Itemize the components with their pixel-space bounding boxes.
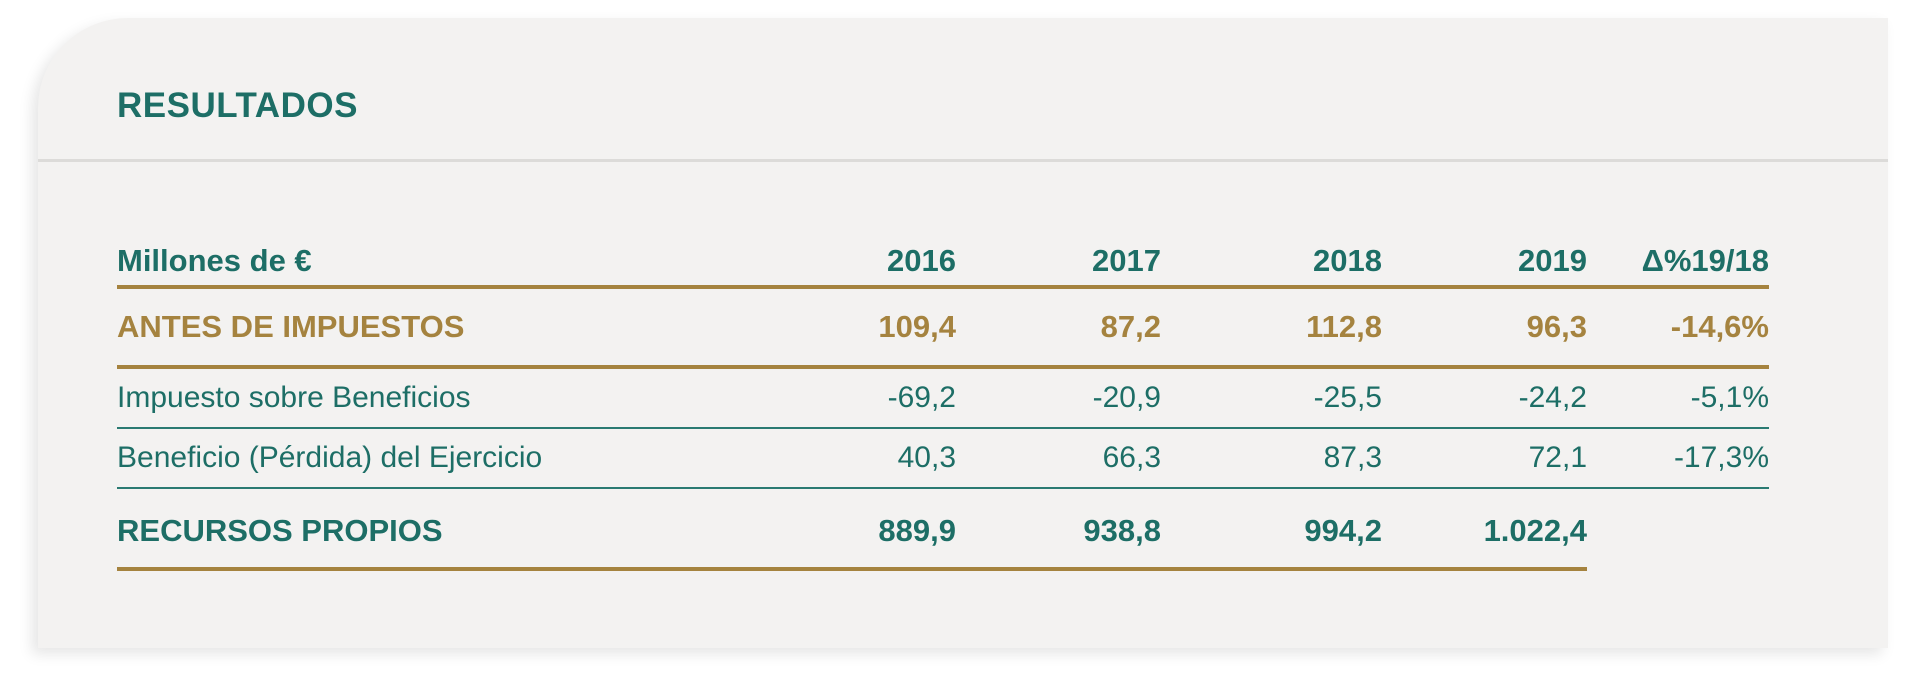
results-table: Millones de € 2016 2017 2018 2019 Δ%19/1… bbox=[117, 223, 1769, 571]
column-header-2019: 2019 bbox=[1382, 223, 1587, 289]
column-header-change: Δ%19/18 bbox=[1587, 223, 1769, 289]
cell-2018: 112,8 bbox=[1161, 287, 1382, 369]
cell-2018: -25,5 bbox=[1161, 367, 1382, 429]
cell-2016: 40,3 bbox=[747, 428, 956, 489]
cell-change: -5,1% bbox=[1587, 367, 1769, 429]
section-title: RESULTADOS bbox=[117, 86, 358, 125]
table-row-impuesto: Impuesto sobre Beneficios -69,2 -20,9 -2… bbox=[117, 367, 1769, 429]
cell-2019: 96,3 bbox=[1382, 287, 1587, 369]
cell-change: -14,6% bbox=[1587, 287, 1769, 369]
row-label: Impuesto sobre Beneficios bbox=[117, 367, 747, 429]
cell-2019: 1.022,4 bbox=[1382, 488, 1587, 571]
results-card: RESULTADOS Millones de € 2016 2017 2018 … bbox=[38, 18, 1888, 648]
column-header-2018: 2018 bbox=[1161, 223, 1382, 289]
cell-change: -17,3% bbox=[1587, 428, 1769, 489]
row-label: Beneficio (Pérdida) del Ejercicio bbox=[117, 428, 747, 489]
column-header-units: Millones de € bbox=[117, 223, 747, 289]
cell-2019: 72,1 bbox=[1382, 428, 1587, 489]
title-divider bbox=[38, 159, 1888, 162]
column-header-2016: 2016 bbox=[747, 223, 956, 289]
cell-change bbox=[1587, 488, 1769, 569]
cell-2018: 87,3 bbox=[1161, 428, 1382, 489]
cell-2017: 66,3 bbox=[956, 428, 1161, 489]
table-row-beneficio: Beneficio (Pérdida) del Ejercicio 40,3 6… bbox=[117, 428, 1769, 489]
cell-2016: 889,9 bbox=[747, 488, 956, 571]
cell-2016: 109,4 bbox=[747, 287, 956, 369]
table-header-row: Millones de € 2016 2017 2018 2019 Δ%19/1… bbox=[117, 223, 1769, 289]
row-label: RECURSOS PROPIOS bbox=[117, 488, 747, 571]
table-row-recursos-propios: RECURSOS PROPIOS 889,9 938,8 994,2 1.022… bbox=[117, 488, 1769, 571]
cell-2017: 938,8 bbox=[956, 488, 1161, 571]
cell-2018: 994,2 bbox=[1161, 488, 1382, 571]
table-row-antes-de-impuestos: ANTES DE IMPUESTOS 109,4 87,2 112,8 96,3… bbox=[117, 287, 1769, 369]
cell-2019: -24,2 bbox=[1382, 367, 1587, 429]
row-label: ANTES DE IMPUESTOS bbox=[117, 287, 747, 369]
cell-2016: -69,2 bbox=[747, 367, 956, 429]
cell-2017: -20,9 bbox=[956, 367, 1161, 429]
column-header-2017: 2017 bbox=[956, 223, 1161, 289]
cell-2017: 87,2 bbox=[956, 287, 1161, 369]
